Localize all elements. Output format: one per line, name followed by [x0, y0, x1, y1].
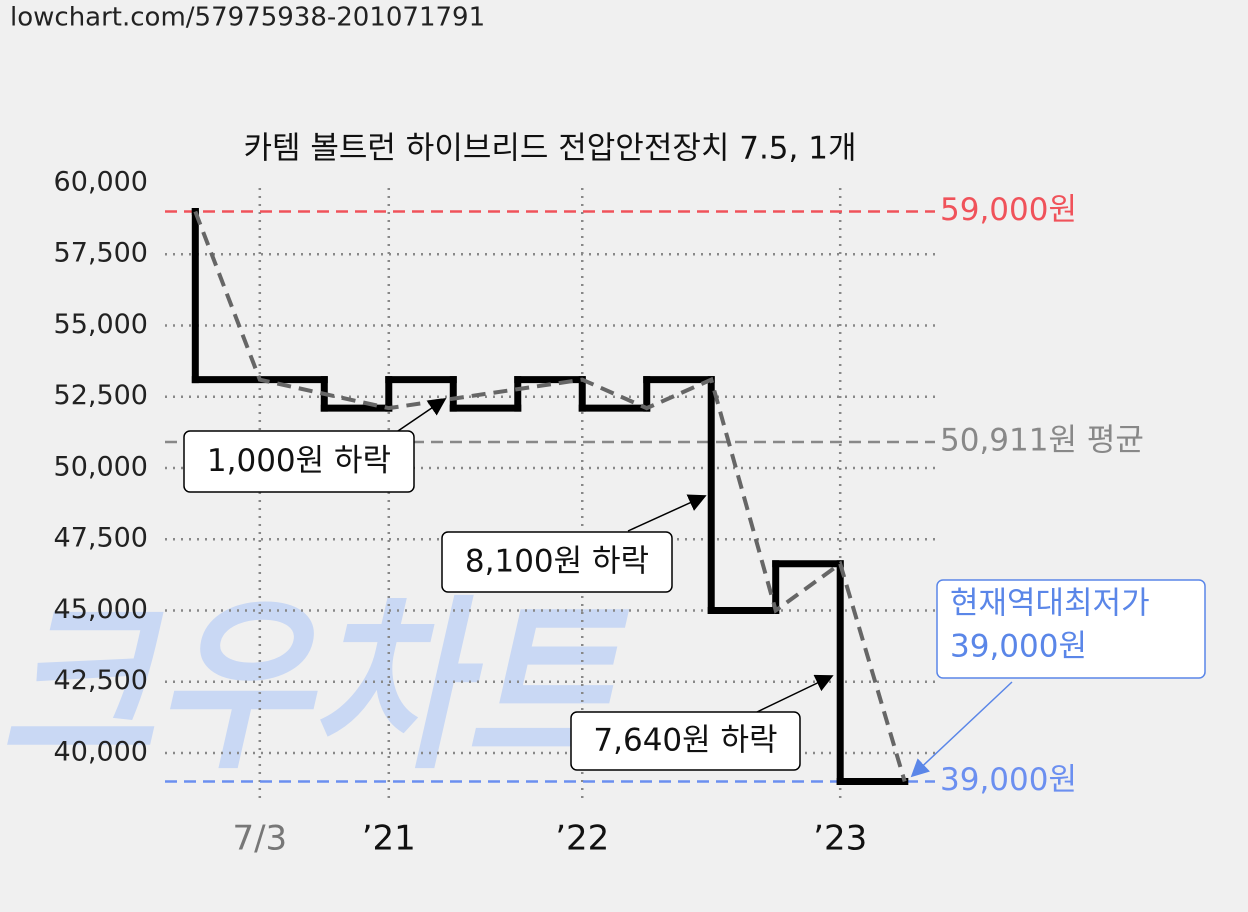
y-tick-label: 45,000	[54, 594, 148, 625]
callout-arrow	[910, 681, 1013, 778]
annotation-box	[570, 711, 801, 771]
watermark: 크우차트	[0, 579, 630, 795]
y-tick-label: 60,000	[54, 167, 148, 198]
callout-text: 39,000원	[950, 629, 1087, 665]
annotation-text: 8,100원 하락	[465, 544, 649, 580]
y-tick-label: 55,000	[54, 309, 148, 340]
header-url: lowchart.com/57975938-201071791	[10, 3, 485, 33]
y-tick-label: 57,500	[54, 238, 148, 269]
chart-title: 카템 볼트런 하이브리드 전압안전장치 7.5, 1개	[244, 131, 857, 167]
reference-label: 59,000원	[940, 192, 1077, 228]
x-tick-label: ’22	[555, 819, 609, 859]
annotation-arrow	[394, 397, 447, 434]
y-tick-label: 40,000	[54, 736, 148, 767]
x-tick-label: ’23	[813, 819, 867, 859]
y-tick-label: 50,000	[54, 451, 148, 482]
x-tick-label: ’21	[362, 819, 416, 859]
y-tick-label: 52,500	[54, 380, 148, 411]
callout-text: 현재역대최저가	[950, 586, 1150, 622]
y-tick-label: 42,500	[54, 665, 148, 696]
callout-box	[936, 579, 1206, 679]
annotation-arrow	[756, 674, 834, 713]
reference-label: 50,911원 평균	[940, 423, 1144, 459]
x-tick-label: 7/3	[232, 819, 287, 859]
trend-line	[193, 210, 907, 783]
y-tick-label: 47,500	[54, 523, 148, 554]
annotation-box	[441, 531, 673, 593]
annotation-text: 7,640원 하락	[593, 723, 777, 759]
reference-label: 39,000원	[940, 762, 1077, 798]
annotation-text: 1,000원 하락	[207, 443, 391, 479]
annotation-arrow	[627, 494, 707, 532]
annotation-box	[183, 430, 415, 493]
